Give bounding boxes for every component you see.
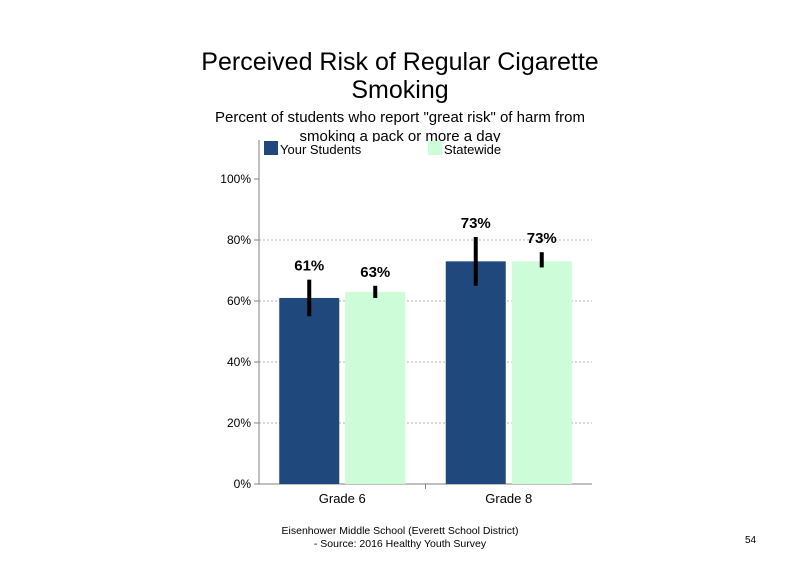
chart-subtitle: Percent of students who report "great ri…	[215, 109, 585, 142]
x-tick-label: Grade 8	[485, 491, 532, 506]
bar	[445, 261, 506, 484]
bar	[511, 261, 572, 484]
footer-source-line: - Source: 2016 Healthy Youth Survey	[313, 538, 487, 550]
legend-label: Statewide	[444, 142, 501, 157]
y-tick-label: 0%	[234, 477, 252, 491]
legend-label: Your Students	[280, 142, 362, 157]
bar	[279, 297, 340, 484]
data-label: 73%	[461, 215, 491, 232]
data-label: 61%	[294, 258, 324, 275]
footer-source: Eisenhower Middle School (Everett School…	[200, 525, 600, 551]
chart-title: Perceived Risk of Regular Cigarette Smok…	[201, 48, 599, 104]
bar	[345, 291, 406, 484]
footer-school: Eisenhower Middle School (Everett School…	[281, 525, 519, 537]
y-tick-label: 60%	[227, 294, 251, 308]
legend-swatch	[264, 141, 278, 155]
y-tick-label: 20%	[227, 416, 251, 430]
page-number: 54	[745, 535, 757, 546]
data-label: 63%	[360, 264, 390, 281]
data-label: 73%	[527, 230, 557, 247]
y-tick-label: 40%	[227, 355, 251, 369]
x-tick-label: Grade 6	[319, 491, 366, 506]
legend-swatch	[428, 141, 442, 155]
y-tick-label: 100%	[220, 172, 251, 186]
y-tick-label: 80%	[227, 233, 251, 247]
